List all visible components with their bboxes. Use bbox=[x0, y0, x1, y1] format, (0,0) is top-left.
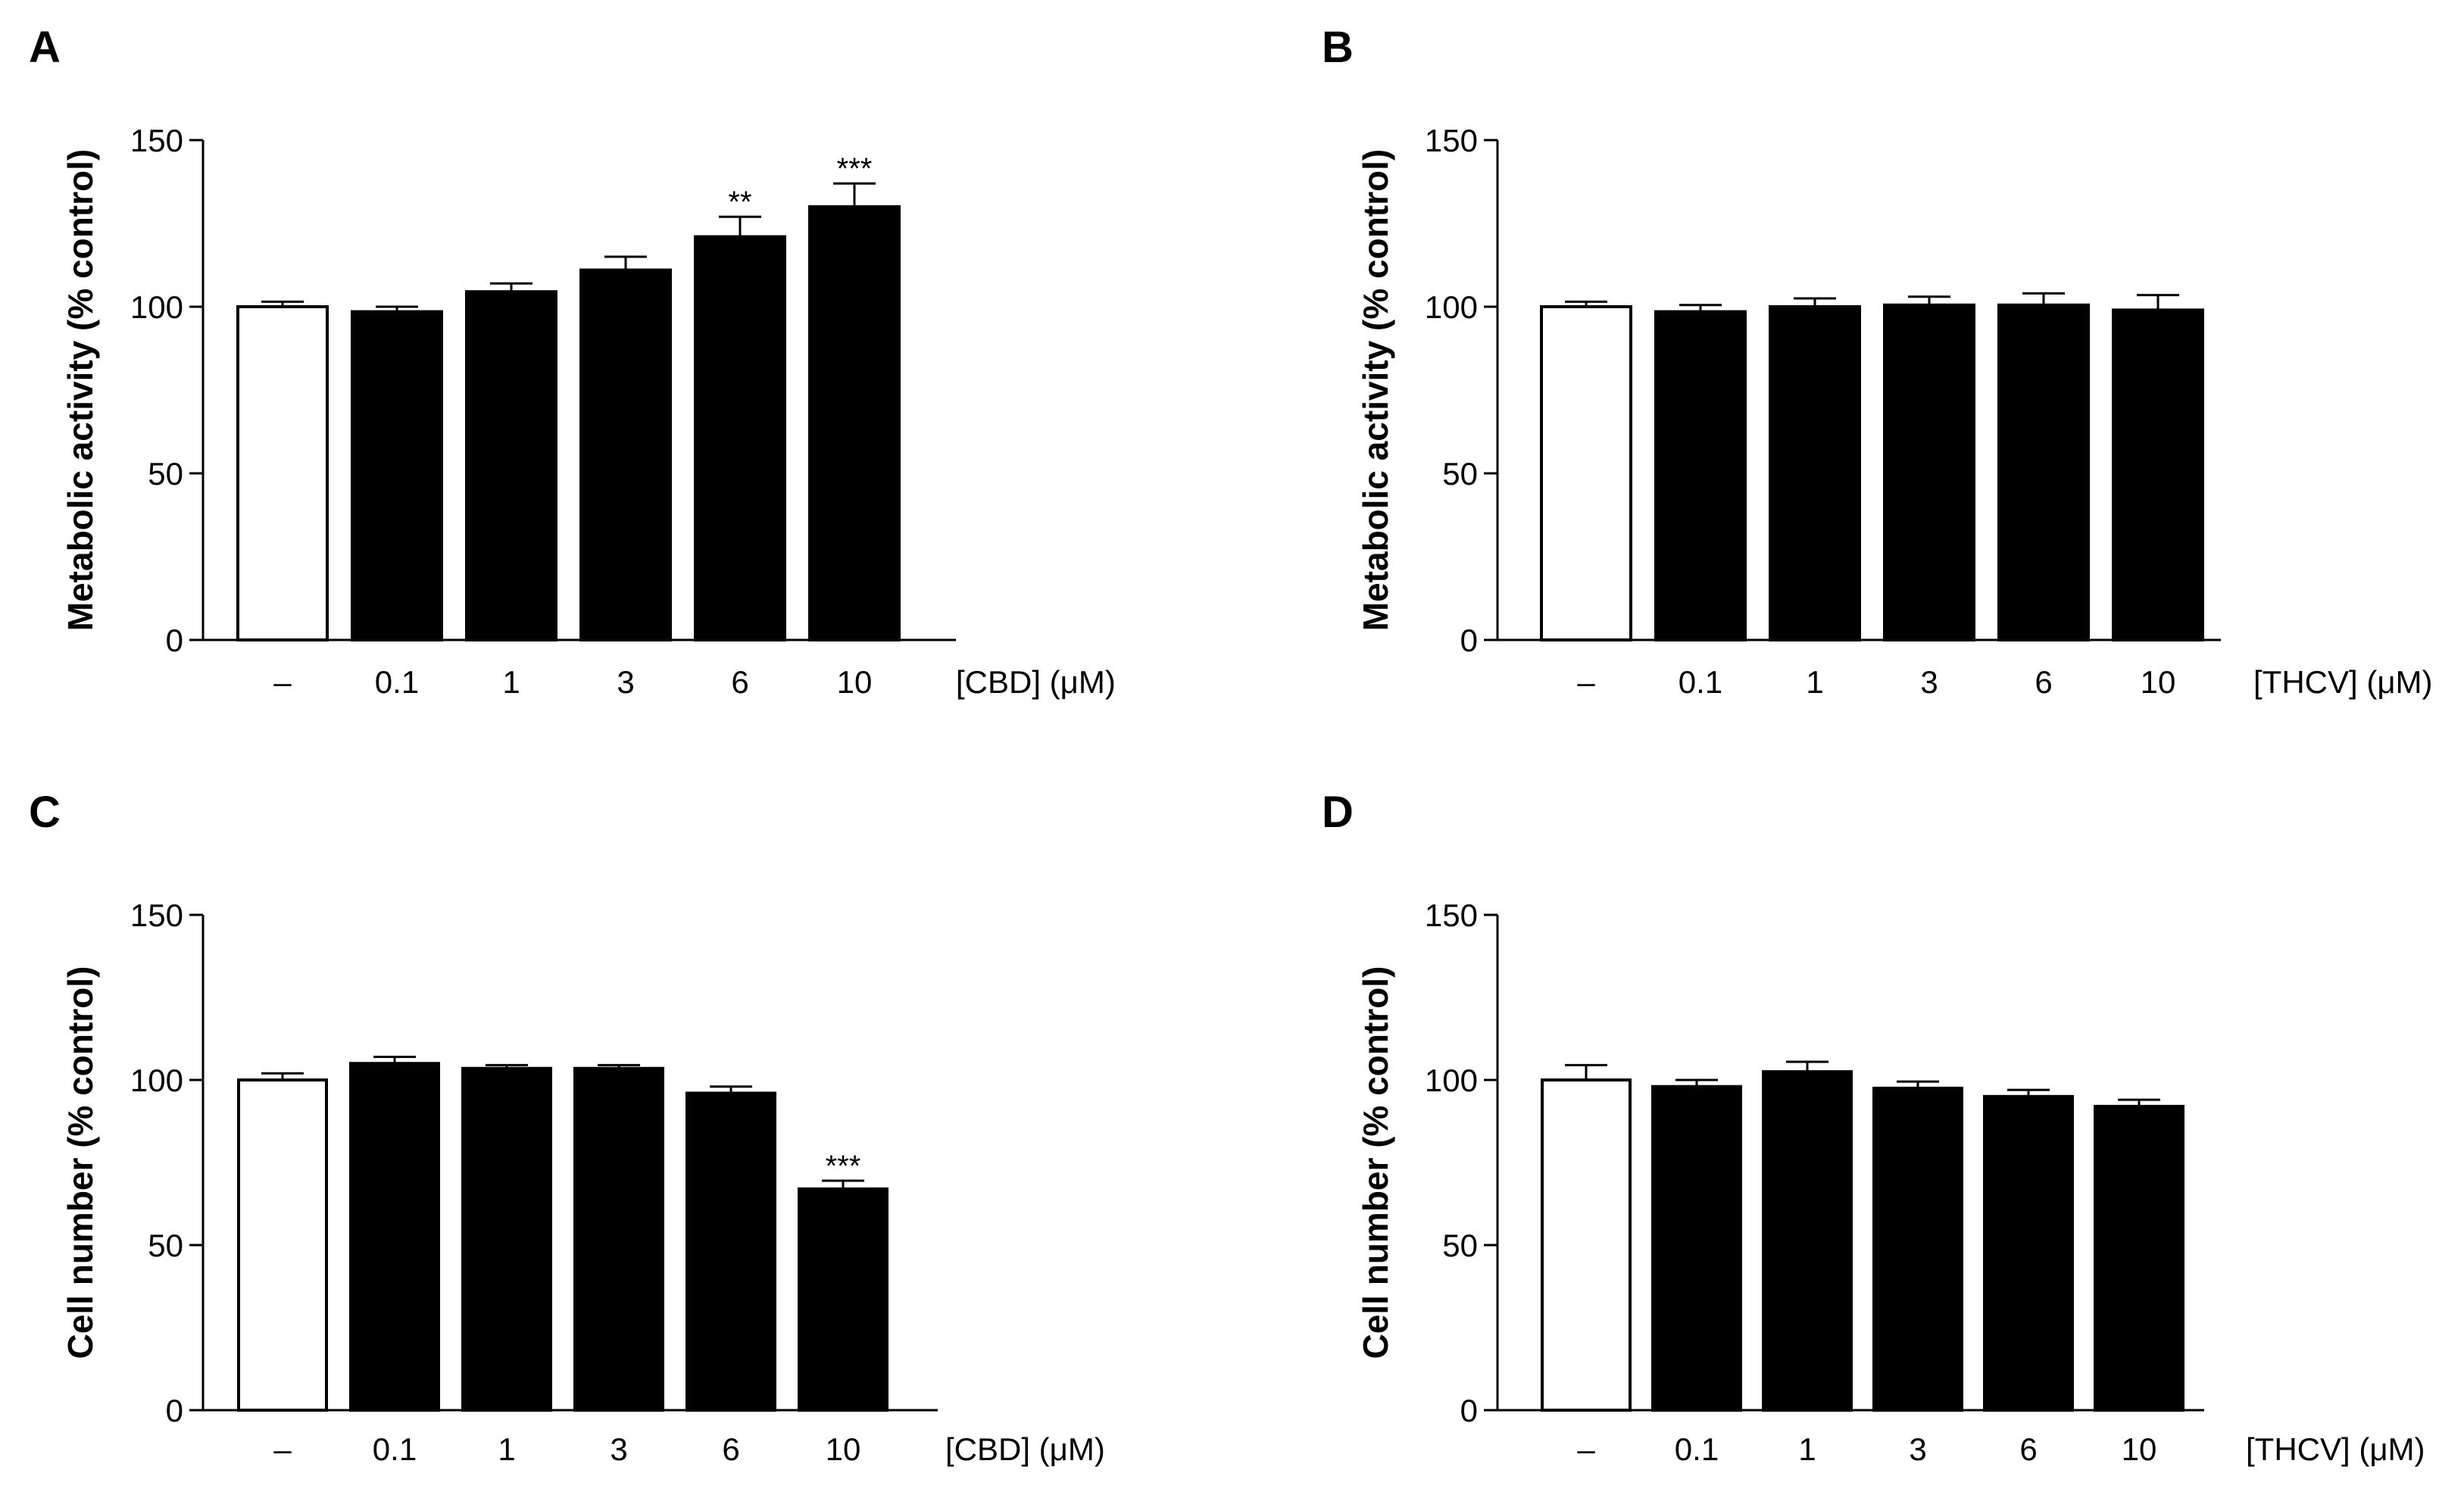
y-tick-label: 150 bbox=[1425, 897, 1478, 933]
bar bbox=[465, 290, 557, 641]
bar bbox=[461, 1066, 552, 1412]
y-tick-label: 50 bbox=[148, 1228, 183, 1263]
x-axis-title: [CBD] (μM) bbox=[945, 1431, 1105, 1467]
y-tick-label: 50 bbox=[148, 456, 183, 492]
y-axis-title: Metabolic activity (% control) bbox=[1356, 149, 1395, 631]
x-tick-label: 0.1 bbox=[375, 664, 419, 700]
panel-b: B 0 50 100 150 Metabolic activity (% control)… bbox=[1322, 23, 2433, 700]
x-tick-label: 1 bbox=[498, 1431, 515, 1467]
bar bbox=[1540, 305, 1632, 641]
x-tick-label: 3 bbox=[1909, 1431, 1926, 1467]
x-tick-label: – bbox=[273, 1431, 292, 1467]
bar bbox=[2112, 308, 2204, 641]
y-tick-label: 100 bbox=[1425, 289, 1478, 325]
x-tick-label: 3 bbox=[1920, 664, 1938, 700]
panel-letter: B bbox=[1322, 23, 1354, 72]
x-tick-label: 10 bbox=[826, 1431, 861, 1467]
x-axis-title: [CBD] (μM) bbox=[956, 664, 1116, 700]
bar bbox=[808, 205, 901, 641]
x-tick-label: 0.1 bbox=[373, 1431, 417, 1467]
bar bbox=[1651, 1085, 1742, 1412]
panel-letter: C bbox=[29, 788, 61, 837]
bar bbox=[1997, 303, 2090, 641]
x-tick-label: 6 bbox=[731, 664, 748, 700]
bar bbox=[579, 268, 672, 641]
bar bbox=[798, 1187, 888, 1412]
x-tick-label: – bbox=[273, 664, 292, 700]
x-tick-label: 3 bbox=[610, 1431, 627, 1467]
x-tick-label: 3 bbox=[617, 664, 634, 700]
y-tick-label: 50 bbox=[1442, 456, 1478, 492]
y-tick-label: 100 bbox=[130, 289, 183, 325]
x-tick-label: 10 bbox=[837, 664, 873, 700]
x-axis-title: [THCV] (μM) bbox=[2253, 664, 2433, 700]
x-tick-label: 0.1 bbox=[1679, 664, 1722, 700]
bar bbox=[1654, 310, 1747, 641]
bar bbox=[351, 310, 443, 641]
x-tick-label: 6 bbox=[2019, 1431, 2037, 1467]
x-tick-label: 6 bbox=[2035, 664, 2052, 700]
bar bbox=[1883, 303, 1975, 641]
panel-d: D 0 50 100 150 Cell number (% control) – 0.1 1 3 6… bbox=[1322, 788, 2425, 1467]
y-tick-label: 100 bbox=[130, 1063, 183, 1098]
panel-letter: D bbox=[1322, 788, 1354, 837]
bar bbox=[236, 305, 329, 641]
y-tick-label: 0 bbox=[166, 623, 183, 658]
y-tick-label: 150 bbox=[130, 897, 183, 933]
significance-label: ** bbox=[728, 186, 751, 219]
y-tick-label: 0 bbox=[1460, 623, 1478, 658]
x-tick-label: 10 bbox=[2141, 664, 2176, 700]
x-tick-label: – bbox=[1577, 1431, 1595, 1467]
x-tick-label: 0.1 bbox=[1675, 1431, 1719, 1467]
bar bbox=[1762, 1070, 1853, 1412]
significance-label: *** bbox=[826, 1150, 861, 1183]
panel-letter: A bbox=[29, 23, 61, 72]
significance-label: *** bbox=[837, 152, 873, 186]
x-axis-title: [THCV] (μM) bbox=[2246, 1431, 2425, 1467]
bar bbox=[349, 1062, 440, 1412]
x-tick-label: 10 bbox=[2122, 1431, 2157, 1467]
x-tick-label: 6 bbox=[722, 1431, 739, 1467]
bar bbox=[2094, 1104, 2184, 1412]
x-tick-label: 1 bbox=[502, 664, 520, 700]
x-tick-label: 1 bbox=[1798, 1431, 1816, 1467]
bar bbox=[685, 1091, 776, 1412]
y-tick-label: 150 bbox=[1425, 123, 1478, 158]
panel-a: A 0 50 100 150 Metabolic activity (% control)… bbox=[29, 23, 1116, 700]
y-axis-title: Cell number (% control) bbox=[61, 966, 100, 1359]
y-axis-title: Cell number (% control) bbox=[1356, 966, 1395, 1359]
bar bbox=[1983, 1094, 2074, 1412]
y-tick-label: 100 bbox=[1425, 1063, 1478, 1098]
y-axis-title: Metabolic activity (% control) bbox=[61, 149, 100, 631]
bar bbox=[1769, 305, 1861, 641]
bar bbox=[1541, 1078, 1632, 1412]
y-tick-label: 0 bbox=[166, 1393, 183, 1428]
bar bbox=[694, 235, 786, 642]
bar bbox=[237, 1078, 328, 1412]
y-tick-label: 0 bbox=[1460, 1393, 1478, 1428]
y-tick-label: 50 bbox=[1442, 1228, 1478, 1263]
x-tick-label: – bbox=[1577, 664, 1595, 700]
x-tick-label: 1 bbox=[1806, 664, 1823, 700]
bar bbox=[1872, 1086, 1963, 1412]
y-tick-label: 150 bbox=[130, 123, 183, 158]
panel-c: C 0 50 100 150 Cell number (% control) – 0.1 1 3 6… bbox=[29, 788, 1105, 1467]
bar bbox=[573, 1066, 664, 1412]
